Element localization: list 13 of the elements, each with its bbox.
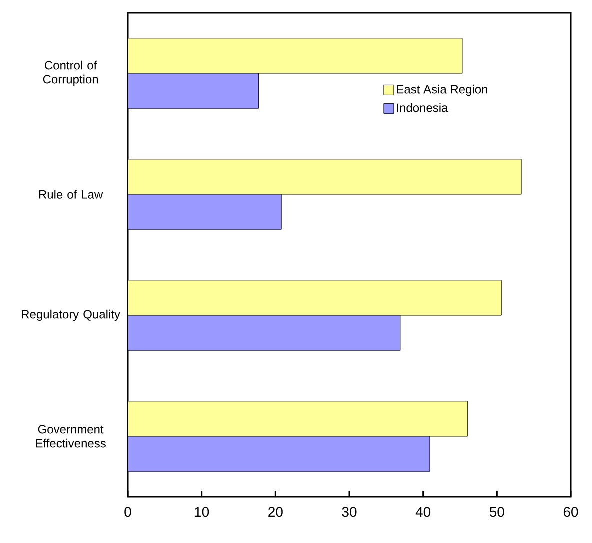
x-tick-label: 20 [268,507,283,518]
x-tick-label: 40 [416,507,431,518]
y-tick-label: Rule of Law [39,190,104,199]
legend-label: East Asia Region [397,84,488,96]
y-tick-label: Regulatory Quality [22,310,120,322]
x-tick-label: 10 [195,507,210,518]
y-tick-label: Government Effectiveness [36,425,106,448]
x-tick-label: 0 [124,507,132,518]
x-tick-label: 30 [342,507,357,518]
legend-label: Indonesia [397,103,448,112]
x-tick-label: 60 [564,507,578,518]
x-tick-label: 50 [490,507,504,518]
y-tick-label: Control of Corruption [43,60,98,86]
